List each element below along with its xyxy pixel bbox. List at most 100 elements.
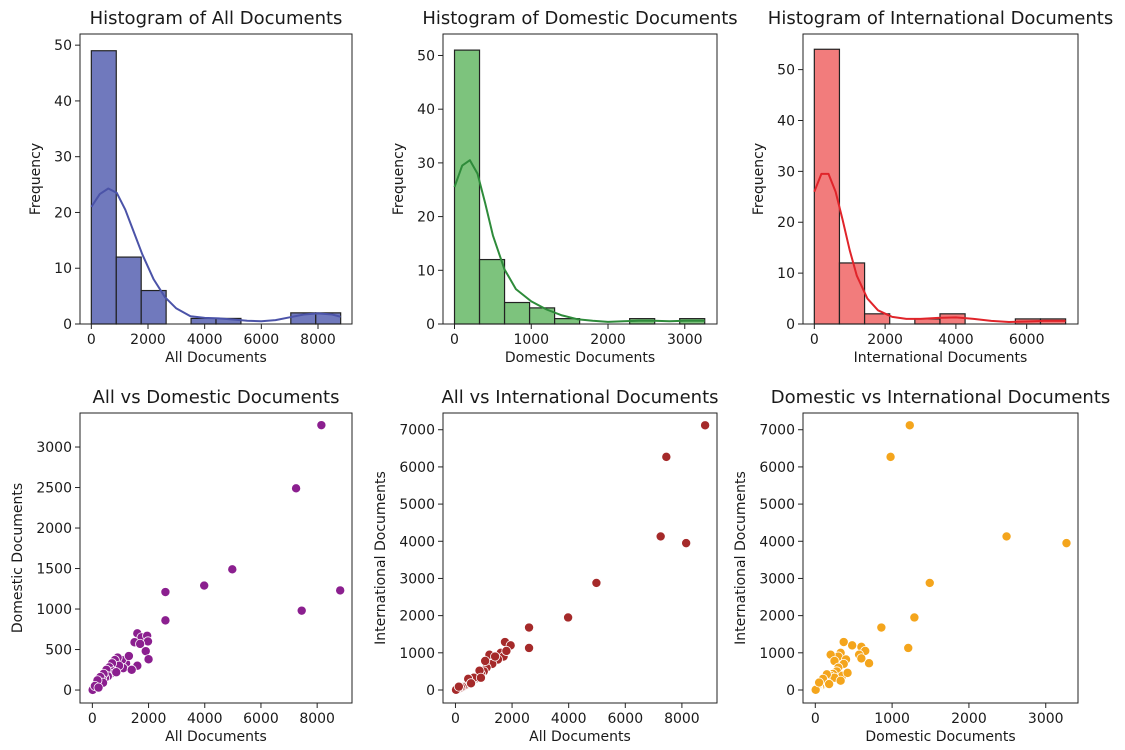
x-tick-label: 2000 bbox=[951, 711, 987, 727]
y-tick-label: 0 bbox=[63, 683, 72, 699]
x-tick-label: 2000 bbox=[131, 711, 167, 727]
kde-curve bbox=[813, 172, 1066, 323]
y-tick-label: 10 bbox=[777, 266, 795, 282]
histogram-bar bbox=[478, 258, 506, 325]
scatter-point bbox=[501, 645, 512, 656]
y-tick-label: 20 bbox=[54, 205, 72, 221]
x-tick-label: 8000 bbox=[664, 711, 700, 727]
x-tick-label: 3000 bbox=[667, 332, 703, 348]
histogram-bar bbox=[863, 313, 891, 325]
y-tick-label: 1000 bbox=[36, 602, 72, 618]
y-tick-label: 3000 bbox=[36, 440, 72, 456]
axes-frame bbox=[79, 412, 353, 704]
y-tick-label: 1000 bbox=[759, 646, 795, 662]
y-tick-label: 10 bbox=[54, 261, 72, 277]
x-axis-label: International Documents bbox=[854, 350, 1028, 366]
histogram-bar bbox=[503, 301, 531, 325]
y-tick-label: 10 bbox=[417, 263, 435, 279]
scatter-point bbox=[316, 420, 327, 431]
x-tick-label: 4000 bbox=[938, 332, 974, 348]
x-tick-label: 0 bbox=[87, 332, 96, 348]
x-axis-label: All Documents bbox=[529, 729, 631, 745]
histogram-bar bbox=[190, 317, 217, 325]
x-axis-label: Domestic Documents bbox=[865, 729, 1015, 745]
scatter-point bbox=[475, 672, 486, 683]
scatter-point bbox=[111, 667, 122, 678]
y-tick-label: 6000 bbox=[759, 460, 795, 476]
y-tick-label: 20 bbox=[777, 215, 795, 231]
y-axis-label: Domestic Documents bbox=[10, 483, 26, 633]
y-axis-label: International Documents bbox=[733, 471, 749, 645]
y-tick-label: 50 bbox=[417, 48, 435, 64]
scatter-point bbox=[93, 682, 104, 693]
chart-title: All vs Domestic Documents bbox=[93, 387, 340, 408]
y-tick-label: 1000 bbox=[399, 646, 435, 662]
y-tick-label: 1500 bbox=[36, 562, 72, 578]
x-tick-label: 0 bbox=[811, 711, 820, 727]
y-tick-label: 30 bbox=[417, 156, 435, 172]
scatter-point bbox=[838, 637, 849, 648]
histogram-bar bbox=[838, 262, 866, 325]
scatter-point bbox=[199, 580, 210, 591]
scatter-point bbox=[847, 640, 858, 651]
scatter-point bbox=[1061, 538, 1072, 549]
scatter-point bbox=[661, 451, 672, 462]
y-tick-label: 4000 bbox=[399, 534, 435, 550]
x-tick-label: 8000 bbox=[300, 332, 336, 348]
scatter-point bbox=[524, 642, 535, 653]
x-tick-label: 8000 bbox=[299, 711, 335, 727]
scatter-point bbox=[655, 531, 666, 542]
y-tick-label: 7000 bbox=[399, 423, 435, 439]
y-tick-label: 0 bbox=[426, 683, 435, 699]
y-tick-label: 3000 bbox=[759, 571, 795, 587]
axes-frame bbox=[442, 33, 718, 325]
histogram-bar bbox=[813, 48, 841, 325]
scatter-point bbox=[824, 679, 835, 690]
x-axis-label: All Documents bbox=[165, 350, 267, 366]
axes-frame bbox=[442, 412, 718, 704]
kde-curve bbox=[453, 159, 705, 323]
x-tick-label: 0 bbox=[451, 711, 460, 727]
histogram-bar bbox=[90, 50, 117, 325]
y-tick-label: 2000 bbox=[399, 609, 435, 625]
x-tick-label: 3000 bbox=[1028, 711, 1064, 727]
scatter-point bbox=[835, 675, 846, 686]
y-tick-label: 40 bbox=[777, 113, 795, 129]
scatter-point bbox=[143, 654, 154, 665]
scatter-point bbox=[123, 651, 134, 662]
x-tick-label: 6000 bbox=[243, 711, 279, 727]
y-tick-label: 7000 bbox=[759, 423, 795, 439]
histogram-bar bbox=[453, 49, 481, 325]
scatter-point bbox=[856, 653, 867, 664]
x-tick-label: 6000 bbox=[1009, 332, 1045, 348]
x-tick-label: 6000 bbox=[244, 332, 280, 348]
histogram-bar bbox=[140, 289, 167, 325]
scatter-point bbox=[681, 538, 692, 549]
x-tick-label: 2000 bbox=[494, 711, 530, 727]
axes-frame bbox=[79, 33, 353, 325]
x-axis-label: Domestic Documents bbox=[505, 350, 655, 366]
y-tick-label: 0 bbox=[786, 317, 795, 333]
y-tick-label: 50 bbox=[54, 38, 72, 54]
scatter-point bbox=[524, 622, 535, 633]
y-tick-label: 2000 bbox=[759, 609, 795, 625]
scatter-point bbox=[126, 664, 137, 675]
y-tick-label: 6000 bbox=[399, 460, 435, 476]
y-tick-label: 4000 bbox=[759, 534, 795, 550]
scatter-point bbox=[480, 655, 491, 666]
axes-frame bbox=[802, 412, 1079, 704]
scatter-point bbox=[296, 605, 307, 616]
chart-panel-2: Histogram of Domestic Documents 0 1000 2000… bbox=[391, 8, 738, 366]
scatter-point bbox=[466, 678, 477, 689]
scatter-point bbox=[160, 587, 171, 598]
scatter-point bbox=[842, 667, 853, 678]
histogram-bar bbox=[939, 313, 966, 325]
x-tick-label: 2000 bbox=[867, 332, 903, 348]
scatter-point bbox=[904, 420, 915, 431]
scatter-point bbox=[909, 612, 920, 623]
x-tick-label: 0 bbox=[88, 711, 97, 727]
x-axis-label: All Documents bbox=[165, 729, 267, 745]
y-axis-label: Frequency bbox=[751, 143, 767, 215]
scatter-point bbox=[876, 622, 887, 633]
